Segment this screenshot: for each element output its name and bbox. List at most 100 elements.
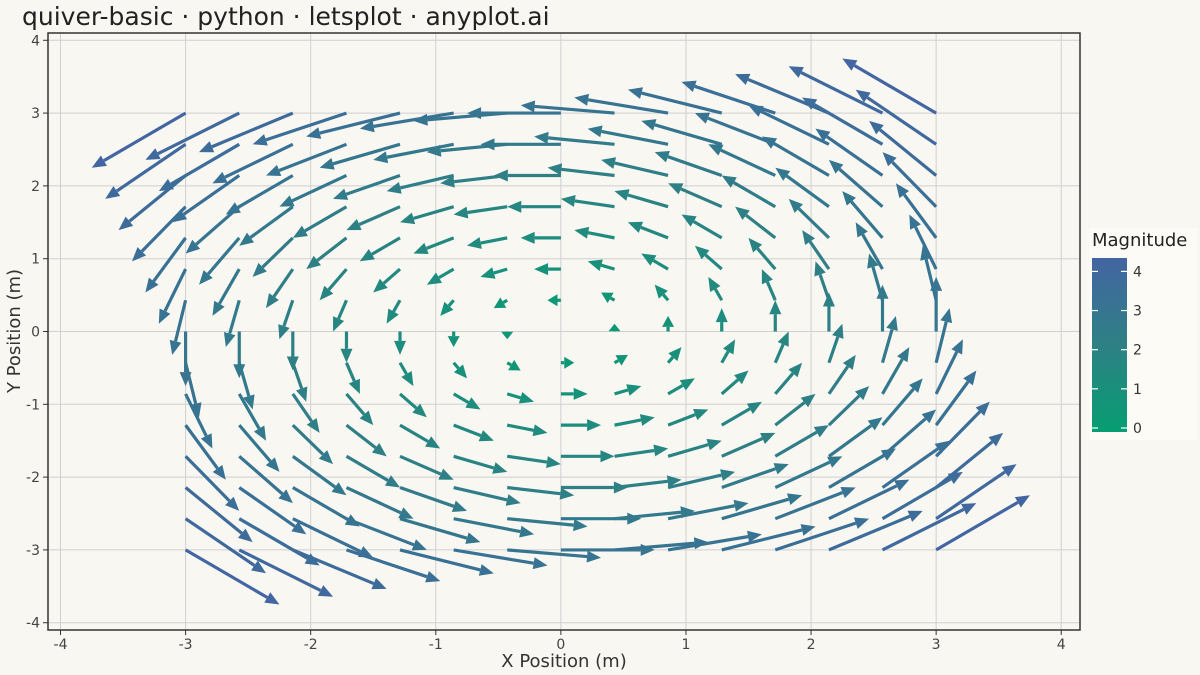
quiver-arrow [773, 331, 789, 364]
quiver-arrow [184, 393, 213, 449]
quiver-arrow [774, 425, 829, 458]
quiver-arrow [534, 263, 561, 276]
quiver-arrow [198, 111, 294, 153]
quiver-arrow [359, 111, 454, 133]
quiver-arrow [373, 267, 402, 293]
tick-layer: -4 -3 -2 -1 0 1 2 3 4 -4 -3 -2 -1 0 1 2 3 4 [26, 33, 1066, 653]
quiver-arrow [212, 142, 294, 184]
quiver-arrow [614, 475, 682, 490]
quiver-arrow [748, 105, 830, 146]
quiver-arrow [184, 517, 267, 574]
quiver-arrow [520, 231, 561, 244]
legend-tick-label: 4 [1133, 264, 1142, 280]
quiver-arrow [291, 392, 320, 433]
quiver-arrow [815, 128, 884, 177]
quiver-arrow [761, 136, 830, 177]
quiver-arrow [184, 424, 226, 480]
x-tick-label: -2 [304, 637, 318, 653]
quiver-arrow [233, 331, 246, 379]
quiver-arrow [386, 173, 455, 194]
x-tick-label: 0 [556, 637, 565, 653]
quiver-arrow [935, 464, 1017, 521]
quiver-arrow [667, 499, 749, 521]
quiver-arrow [721, 463, 789, 490]
quiver-arrow [332, 173, 401, 200]
quiver-arrow [774, 456, 843, 489]
quiver-arrow [398, 392, 427, 418]
quiver-arrow [91, 111, 187, 168]
quiver-arrow [667, 469, 736, 490]
quiver-arrow [292, 205, 348, 238]
y-axis-title: Y Position (m) [4, 269, 25, 394]
quiver-arrow [934, 308, 953, 364]
quiver-arrow [507, 548, 602, 563]
quiver-arrow [574, 93, 669, 115]
quiver-arrow [426, 142, 508, 157]
quiver-arrow [399, 423, 441, 449]
quiver-arrow [881, 347, 910, 395]
x-tick-label: 2 [807, 637, 816, 653]
quiver-arrow [345, 486, 414, 519]
quiver-arrow [266, 268, 295, 309]
x-tick-label: -3 [179, 637, 193, 653]
quiver-arrow [506, 392, 535, 404]
quiver-arrow [614, 189, 669, 209]
y-tick-label: -2 [26, 470, 40, 486]
quiver-arrow [735, 206, 777, 240]
quiver-arrow [344, 362, 360, 394]
quiver-arrow [506, 454, 561, 469]
quiver-arrow [601, 292, 616, 304]
quiver-arrow [212, 268, 241, 316]
quiver-arrow [774, 393, 816, 427]
quiver-arrow [237, 393, 267, 441]
quiver-arrow [158, 142, 241, 192]
quiver-arrow [881, 409, 937, 458]
quiver-arrow [452, 392, 481, 410]
quiver-arrow [399, 517, 481, 544]
quiver-arrow [721, 432, 776, 458]
quiver-arrow [319, 142, 401, 170]
quiver-arrow [720, 339, 736, 364]
quiver-arrow [842, 58, 937, 115]
quiver-arrow [827, 354, 856, 395]
quiver-arrow [774, 517, 870, 552]
quiver-arrow [346, 205, 401, 231]
quiver-arrow [506, 359, 521, 371]
quiver-arrow [881, 503, 977, 552]
quiver-arrow [613, 354, 628, 366]
legend-tick-label: 2 [1133, 343, 1142, 359]
quiver-arrow [306, 236, 348, 270]
quiver-arrow [292, 548, 387, 590]
quiver-arrow [761, 269, 777, 301]
chart-title: quiver-basic · python · letsplot · anypl… [22, 2, 550, 31]
quiver-arrow [775, 167, 830, 209]
quiver-arrow [828, 417, 883, 458]
quiver-arrow [345, 423, 387, 457]
quiver-arrow [507, 517, 588, 532]
quiver-arrow [466, 236, 508, 249]
x-axis-title: X Position (m) [501, 651, 626, 672]
quiver-arrow [493, 169, 561, 182]
quiver-arrow [708, 276, 724, 302]
quiver-arrow [547, 163, 615, 178]
y-tick-label: 2 [31, 179, 40, 195]
quiver-arrow [386, 299, 402, 324]
quiver-arrow [935, 401, 990, 458]
quiver-arrow [199, 236, 241, 285]
legend-tick-label: 1 [1133, 382, 1142, 398]
quiver-arrow [881, 378, 923, 427]
quiver-arrow [447, 331, 460, 348]
quiver-arrow [828, 159, 884, 208]
quiver-arrow [453, 454, 508, 474]
quiver-arrow [467, 107, 561, 120]
quiver-arrow [225, 174, 294, 215]
quiver-arrow [507, 485, 575, 500]
quiver-arrow [399, 454, 454, 480]
arrow-layer [91, 58, 1030, 605]
quiver-arrow [118, 174, 187, 231]
quiver-arrow [721, 175, 777, 209]
quiver-arrow [735, 73, 830, 115]
quiver-arrow [788, 198, 831, 240]
quiver-arrow [574, 226, 615, 240]
quiver-arrow [601, 157, 669, 178]
